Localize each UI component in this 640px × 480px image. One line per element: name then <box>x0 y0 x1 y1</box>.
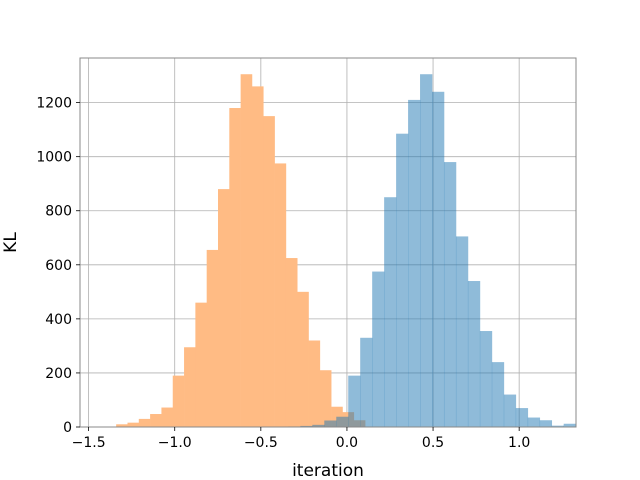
histogram-bar-series-1 <box>263 116 275 427</box>
histogram-bar-series-1 <box>172 375 185 427</box>
histogram-bar-series-1 <box>116 424 128 427</box>
x-tick-label: 0.0 <box>336 435 358 451</box>
histogram-bar-series-1 <box>138 418 151 427</box>
histogram-bar-series-1 <box>240 74 253 427</box>
histogram-bar-series-1 <box>184 347 196 427</box>
y-tick-label: 400 <box>45 312 72 328</box>
histogram-bar-series-1 <box>251 86 264 427</box>
histogram-bar-series-2 <box>348 375 361 427</box>
y-axis-label: KL <box>1 232 21 253</box>
histogram-bar-series-2 <box>324 420 337 427</box>
histogram-bar-series-2 <box>408 99 421 428</box>
x-tick-label: −0.5 <box>244 435 278 451</box>
histogram-bar-series-1 <box>218 189 230 427</box>
histogram-bar-series-2 <box>563 423 576 427</box>
histogram-bar-series-2 <box>539 420 553 427</box>
histogram-bar-series-2 <box>360 337 373 427</box>
histogram-bar-series-2 <box>420 74 433 427</box>
x-tick-label: −1.5 <box>72 435 106 451</box>
x-tick-label: 0.5 <box>422 435 444 451</box>
y-axis-ticks: 0 200 400 600 800 1000 1200 <box>36 96 80 436</box>
histogram-bar-series-2 <box>300 425 313 427</box>
histogram-bar-series-2 <box>312 424 325 427</box>
y-tick-label: 1200 <box>36 96 72 112</box>
histogram-bars <box>116 74 576 428</box>
histogram-bar-series-2 <box>467 281 481 427</box>
x-axis-label: iteration <box>292 461 364 480</box>
histogram-bar-series-2 <box>432 91 445 428</box>
histogram-bar-series-2 <box>491 362 505 427</box>
y-tick-label: 600 <box>45 258 72 274</box>
histogram-bar-series-2 <box>479 331 493 427</box>
histogram-bar-series-1 <box>308 340 321 427</box>
histogram-bar-series-1 <box>127 422 140 427</box>
histogram-bar-series-2 <box>515 408 529 427</box>
y-tick-label: 1000 <box>36 150 72 166</box>
histogram-bar-series-2 <box>527 417 541 427</box>
x-tick-label: −1.0 <box>158 435 192 451</box>
histogram-bar-series-2 <box>551 425 564 427</box>
histogram-bar-series-2 <box>396 133 409 427</box>
histogram-bar-series-2 <box>503 394 517 427</box>
histogram-bar-series-1 <box>297 291 309 427</box>
y-tick-label: 0 <box>63 420 72 436</box>
plot-frame <box>79 57 577 428</box>
histogram-bar-series-2 <box>384 197 397 427</box>
histogram-bar-series-1 <box>285 258 298 427</box>
histogram-bar-series-2 <box>336 416 349 427</box>
histogram-bar-series-1 <box>229 108 241 427</box>
histogram-bar-series-2 <box>455 236 469 427</box>
histogram-bar-series-1 <box>274 163 287 427</box>
y-tick-label: 800 <box>45 204 72 220</box>
histogram-bar-series-2 <box>443 162 457 428</box>
histogram-bar-series-1 <box>161 407 174 427</box>
x-tick-label: 1.0 <box>508 435 530 451</box>
histogram-bar-series-2 <box>372 271 385 427</box>
x-axis-ticks: −1.5 −1.0 −0.5 0.0 0.5 1.0 <box>72 427 530 451</box>
histogram-bar-series-1 <box>150 414 162 427</box>
histogram-bar-series-1 <box>319 370 332 427</box>
histogram-bar-series-1 <box>195 302 207 427</box>
histogram-bar-series-1 <box>206 249 219 427</box>
y-tick-label: 200 <box>45 366 72 382</box>
